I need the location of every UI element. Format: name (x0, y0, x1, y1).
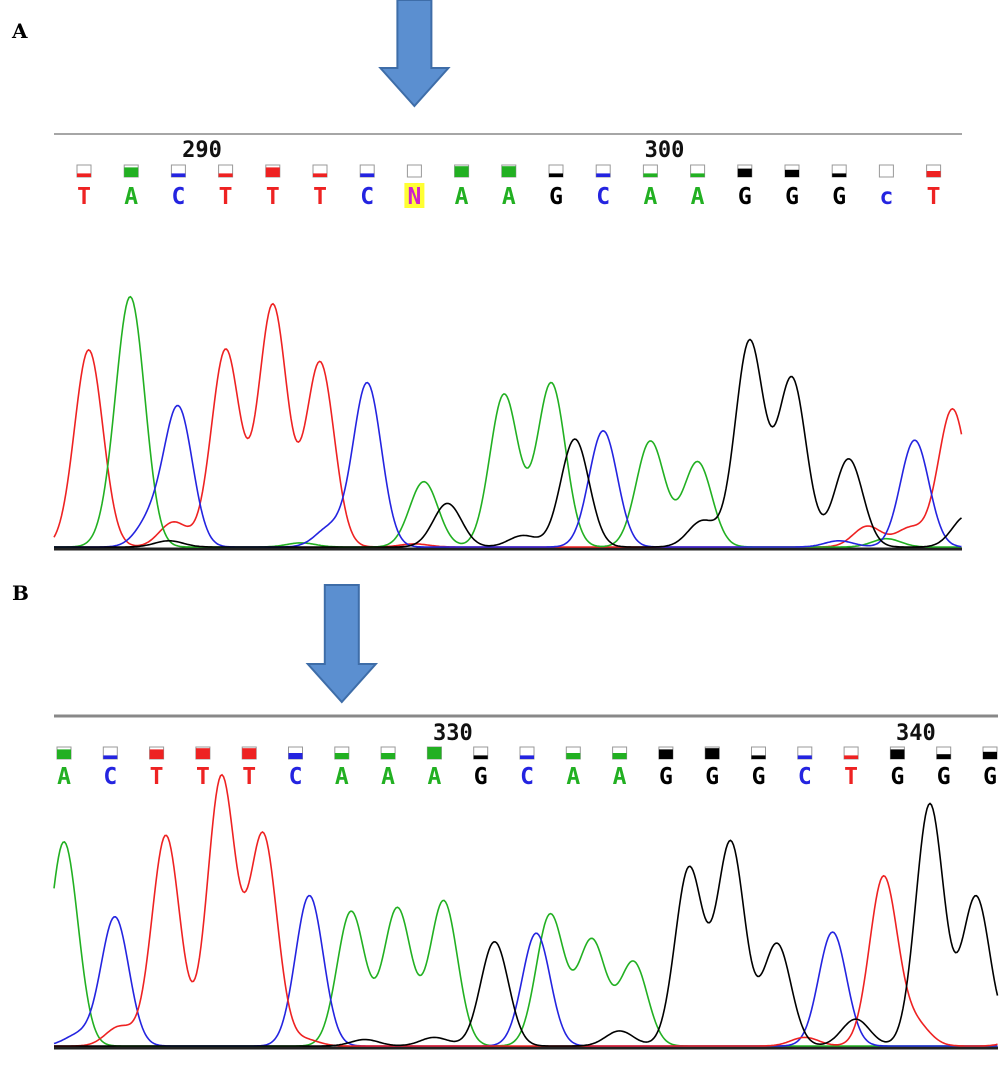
quality-fill (149, 749, 164, 759)
quality-fill (103, 755, 118, 759)
mutation-arrow-icon (378, 0, 451, 108)
base-call: C (171, 184, 185, 210)
trace-a (53, 840, 998, 1047)
base-call: T (927, 184, 941, 210)
panel-label: A (11, 19, 28, 43)
base-call: G (937, 764, 951, 790)
panel-label: B (12, 581, 29, 605)
quality-fill (171, 173, 186, 177)
base-call: T (219, 184, 233, 210)
trace-c (54, 381, 962, 548)
base-call: A (381, 764, 395, 790)
quality-fill (612, 753, 627, 759)
quality-fill (313, 173, 327, 177)
mutation-arrow-icon (305, 584, 379, 704)
position-label: 330 (433, 721, 473, 746)
base-call: T (196, 764, 210, 790)
quality-fill (520, 755, 534, 759)
quality-fill (360, 173, 375, 177)
quality-fill (737, 168, 752, 177)
base-call: G (785, 184, 799, 210)
position-label: 340 (896, 721, 936, 746)
quality-fill (797, 755, 812, 759)
base-call: T (150, 764, 164, 790)
quality-fill (57, 749, 71, 759)
quality-fill (334, 753, 349, 759)
base-call: C (596, 184, 610, 210)
base-call: G (738, 184, 752, 210)
base-call: c (879, 184, 893, 210)
base-highlight (404, 183, 425, 208)
base-call: C (798, 764, 812, 790)
base-call: A (455, 184, 469, 210)
quality-fill (832, 173, 847, 177)
base-call: G (659, 764, 673, 790)
base-call: A (691, 184, 705, 210)
trace-a (54, 295, 962, 548)
base-call: A (643, 184, 657, 210)
quality-fill (473, 755, 488, 759)
quality-fill (658, 749, 673, 759)
base-call: A (335, 764, 349, 790)
base-call: A (566, 764, 580, 790)
trace-t (53, 302, 963, 548)
quality-fill (288, 753, 303, 759)
base-call: C (360, 184, 374, 210)
quality-square (406, 164, 422, 178)
base-call: A (427, 764, 441, 790)
quality-fill (890, 749, 905, 759)
base-call: T (313, 184, 327, 210)
base-call: T (77, 184, 91, 210)
panel-b: B 330 340 A C T T T C A A A G C A A G G G C T G G G (12, 581, 999, 1050)
position-label: 290 (182, 138, 222, 163)
quality-fill (751, 755, 766, 759)
base-call: C (289, 764, 303, 790)
quality-fill (566, 753, 581, 759)
trace-t (54, 773, 998, 1047)
quality-fill (427, 747, 442, 759)
base-call: A (613, 764, 627, 790)
quality-fill (643, 173, 658, 177)
quality-fill (265, 167, 280, 177)
quality-fill (218, 173, 233, 177)
trace-g (54, 802, 999, 1047)
base-call: T (266, 184, 280, 210)
quality-square (878, 164, 894, 178)
base-call: N (407, 184, 421, 210)
base-call: G (549, 184, 563, 210)
base-call: A (124, 184, 138, 210)
quality-fill (844, 755, 859, 759)
quality-fill (454, 166, 469, 177)
quality-fill (242, 748, 257, 759)
base-call: T (242, 764, 256, 790)
quality-fill (705, 748, 720, 759)
quality-fill (549, 173, 563, 177)
base-call: T (844, 764, 858, 790)
quality-fill (983, 751, 997, 759)
quality-fill (596, 173, 611, 177)
trace-g (54, 338, 962, 548)
base-call: C (103, 764, 117, 790)
quality-fill (195, 748, 210, 759)
base-call: C (520, 764, 534, 790)
base-call: G (752, 764, 766, 790)
quality-fill (785, 169, 799, 177)
base-call: G (890, 764, 904, 790)
base-call: G (832, 184, 846, 210)
quality-fill (77, 173, 91, 177)
base-call: G (705, 764, 719, 790)
quality-fill (501, 166, 516, 177)
quality-fill (936, 754, 951, 759)
position-label: 300 (645, 138, 685, 163)
quality-fill (926, 171, 941, 177)
base-call: G (474, 764, 488, 790)
base-call: A (57, 764, 71, 790)
quality-fill (124, 167, 139, 177)
base-call: G (983, 764, 997, 790)
quality-fill (690, 173, 705, 177)
quality-fill (381, 753, 396, 759)
base-call: A (502, 184, 516, 210)
